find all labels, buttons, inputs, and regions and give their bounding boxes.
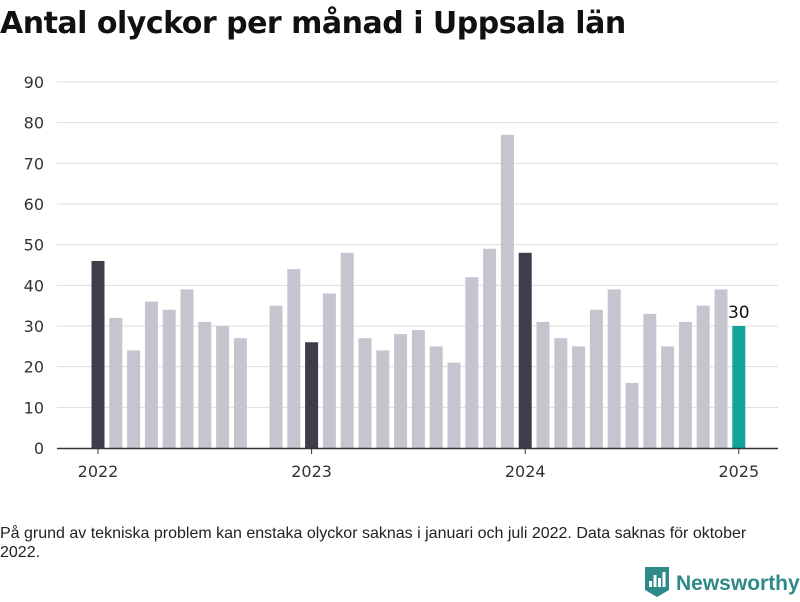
y-tick-label: 40 [24, 276, 44, 295]
bar-2024-01 [518, 252, 532, 448]
bar-2024-02 [536, 321, 550, 448]
bar-2022-02 [109, 317, 123, 448]
bar-2024-10 [678, 321, 692, 448]
bar-2024-11 [696, 305, 710, 448]
bars [91, 134, 746, 448]
y-tick-label: 30 [24, 317, 44, 336]
bar-2022-05 [162, 309, 176, 448]
chart-title: Antal olyckor per månad i Uppsala län [0, 6, 626, 41]
bar-2022-03 [127, 350, 141, 448]
y-tick-label: 60 [24, 195, 44, 214]
brand-logo[interactable]: Newsworthy [644, 566, 800, 602]
y-tick-label: 90 [24, 73, 44, 92]
bar-2024-12 [714, 289, 728, 448]
bar-2022-04 [144, 301, 158, 448]
bar-2023-11 [483, 248, 497, 448]
bar-2022-01 [91, 260, 105, 448]
x-tick-label: 2025 [718, 462, 759, 481]
bar-chart: 0 10 20 30 40 50 60 70 80 90 2022 2023 2024 2025 30 [24, 73, 778, 481]
bar-2023-03 [340, 252, 354, 448]
bar-2024-07 [625, 382, 639, 448]
bar-2023-12 [500, 134, 514, 448]
bar-2024-09 [661, 346, 675, 448]
y-axis-ticks: 0 10 20 30 40 50 60 70 80 90 [24, 73, 44, 458]
footnote: På grund av tekniska problem kan enstaka… [0, 525, 747, 561]
bar-2022-06 [180, 289, 194, 448]
bar-2022-07 [198, 321, 212, 448]
bar-2024-05 [589, 309, 603, 448]
x-axis-ticks: 2022 2023 2024 2025 [78, 448, 759, 481]
bar-2025-01 [732, 326, 746, 448]
newsworthy-logo-icon [644, 566, 670, 602]
y-tick-label: 0 [34, 439, 44, 458]
bar-2023-07 [411, 330, 425, 448]
y-tick-label: 10 [24, 398, 44, 417]
bar-2023-09 [447, 362, 461, 448]
y-tick-label: 20 [24, 358, 44, 377]
y-tick-label: 70 [24, 154, 44, 173]
bar-2022-11 [269, 305, 283, 448]
bar-2022-09 [233, 338, 247, 448]
gridlines [57, 81, 778, 408]
bar-2024-08 [643, 313, 657, 448]
x-tick-label: 2022 [78, 462, 119, 481]
bar-2023-02 [322, 293, 336, 448]
bar-2023-08 [429, 346, 443, 448]
bar-2022-08 [216, 326, 230, 448]
bar-2023-04 [358, 338, 372, 448]
brand-name: Newsworthy [676, 572, 800, 595]
bar-2023-10 [465, 277, 479, 448]
bar-2024-06 [607, 289, 621, 448]
data-label: 30 [728, 303, 750, 323]
bar-2022-12 [287, 269, 301, 448]
bar-2023-05 [376, 350, 390, 448]
y-tick-label: 50 [24, 236, 44, 255]
bar-2023-06 [394, 334, 408, 448]
x-tick-label: 2023 [291, 462, 332, 481]
bar-2024-03 [554, 338, 568, 448]
bar-2023-01 [305, 342, 319, 448]
y-tick-label: 80 [24, 114, 44, 133]
data-labels: 30 [726, 302, 751, 325]
x-tick-label: 2024 [505, 462, 546, 481]
bar-2024-04 [572, 346, 586, 448]
